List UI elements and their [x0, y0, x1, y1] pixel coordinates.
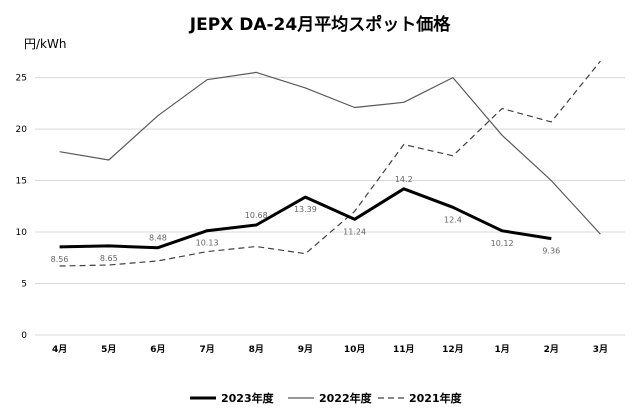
series-lines: [59, 60, 601, 267]
data-label: 8.48: [149, 234, 167, 243]
x-tick-label: 2月: [544, 344, 559, 355]
x-tick-label: 7月: [199, 344, 214, 355]
series-line-1: [59, 71, 601, 235]
legend-label: 2022年度: [319, 391, 373, 405]
x-tick-label: 10月: [344, 344, 366, 355]
data-label: 14.2: [395, 175, 413, 184]
x-tick-label: 8月: [249, 344, 264, 355]
data-label: 9.36: [542, 247, 560, 256]
y-tick-label: 0: [21, 331, 27, 341]
y-tick-label: 25: [16, 74, 27, 84]
x-tick-label: 5月: [101, 344, 116, 355]
x-tick-label: 3月: [593, 344, 608, 355]
data-label: 10.12: [491, 239, 514, 248]
series-line-2: [59, 60, 601, 267]
legend-label: 2023年度: [221, 391, 275, 405]
y-axis-unit: 円/kWh: [24, 37, 66, 51]
x-axis-ticks: 4月 5月 6月 7月 8月 9月 10月 11月 12月 1月 2月 3月: [52, 344, 608, 355]
data-labels: 8.56 8.65 8.48 10.13 10.68 13.39 11.24 14.2 12.4…: [51, 175, 560, 264]
y-tick-label: 20: [16, 125, 28, 135]
data-label: 11.24: [343, 227, 366, 236]
x-tick-label: 1月: [494, 344, 509, 355]
y-axis-ticks: 0 5 10 15 20 25: [16, 74, 28, 341]
data-label: 10.68: [245, 211, 268, 220]
x-tick-label: 6月: [150, 344, 165, 355]
series-line-0: [59, 187, 552, 250]
data-label: 10.13: [196, 239, 219, 248]
data-label: 12.4: [444, 215, 462, 224]
x-tick-label: 9月: [298, 344, 313, 355]
data-label: 8.65: [100, 254, 118, 263]
y-tick-label: 10: [16, 228, 28, 238]
data-label: 8.56: [51, 255, 69, 264]
legend-label: 2021年度: [409, 391, 463, 405]
data-label: 13.39: [294, 205, 317, 214]
gridlines: [35, 77, 625, 336]
chart-title: JEPX DA-24月平均スポット価格: [189, 14, 451, 35]
x-tick-label: 11月: [393, 344, 415, 355]
legend: 2023年度 2022年度 2021年度: [190, 391, 463, 405]
y-tick-label: 15: [16, 177, 27, 187]
x-tick-label: 12月: [442, 344, 464, 355]
y-tick-label: 5: [21, 280, 27, 290]
x-tick-label: 4月: [52, 344, 67, 355]
